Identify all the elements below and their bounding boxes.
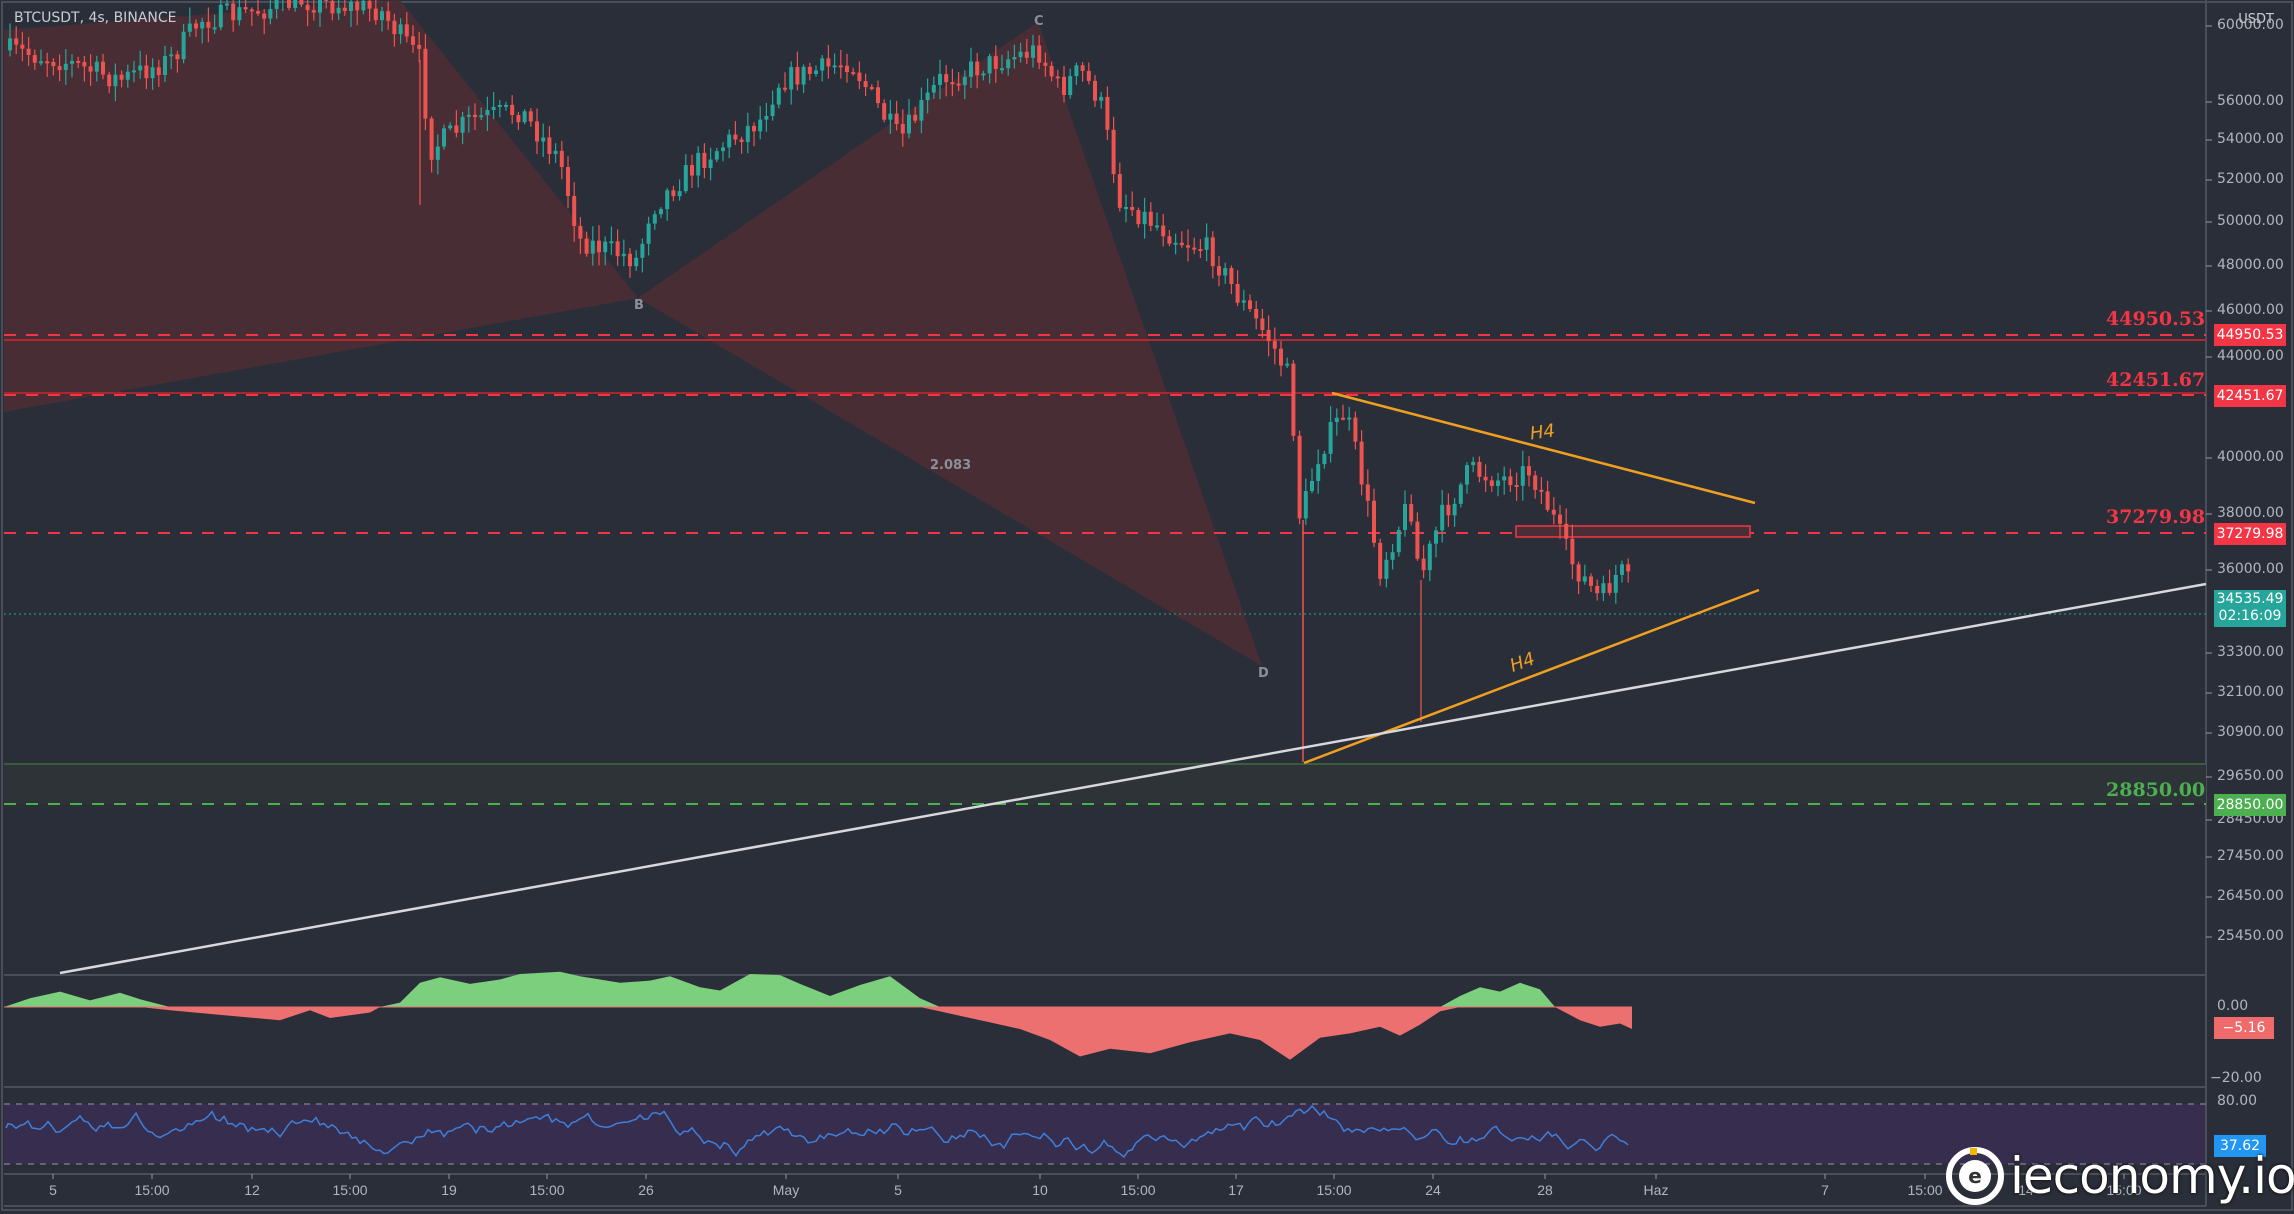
price-tick: 25450.00 [2217, 928, 2284, 944]
time-tick: 7 [1821, 1182, 1829, 1198]
pattern-ratio-label: 2.083 [930, 458, 972, 473]
pattern-point-c: C [1034, 14, 1044, 29]
symbol-title[interactable]: BTCUSDT, 4s, BINANCE [14, 10, 177, 26]
upper-trendline-label: H4 [1528, 420, 1557, 445]
rsi-upper-label: 80.00 [2217, 1093, 2258, 1109]
price-tick: 52000.00 [2217, 171, 2284, 187]
price-tick: 27450.00 [2217, 848, 2284, 864]
time-tick: 5 [49, 1182, 57, 1198]
price-tick: 44000.00 [2217, 348, 2284, 364]
price-tick: 56000.00 [2217, 93, 2284, 109]
pattern-point-b: B [634, 298, 644, 313]
ieconomy-logo-icon: e [1946, 1147, 2004, 1205]
watermark: e ieconomy.io [1944, 1146, 2294, 1206]
price-tick: 50000.00 [2217, 213, 2284, 229]
price-tick: 60000.00 [2217, 17, 2284, 33]
price-tick: 30900.00 [2217, 724, 2284, 740]
price-tick: 46000.00 [2217, 302, 2284, 318]
time-tick: May [772, 1182, 800, 1198]
osc-zero-label: 0.00 [2217, 998, 2249, 1014]
watermark-text: ieconomy.io [2010, 1147, 2294, 1205]
time-tick: 15:00 [529, 1182, 565, 1198]
bar-countdown: 02:16:09 [2218, 608, 2282, 624]
time-tick: 15:00 [2106, 1182, 2142, 1198]
price-tick: 40000.00 [2217, 449, 2284, 465]
level-label: 44950.53 [2106, 308, 2206, 330]
time-tick: 17 [1228, 1182, 1244, 1198]
svg-text:e: e [1968, 1164, 1982, 1188]
time-tick: 15:00 [134, 1182, 170, 1198]
currency-label: USDT [2238, 12, 2274, 27]
time-tick: 15:00 [1120, 1182, 1156, 1198]
time-tick: Haz [1643, 1182, 1669, 1198]
time-tick: 15:00 [332, 1182, 368, 1198]
osc-current-tag: −5.16 [2214, 1017, 2274, 1039]
time-tick: 5 [894, 1182, 902, 1198]
time-tick: 24 [1425, 1182, 1441, 1198]
time-tick: 14 [2018, 1182, 2034, 1198]
time-tick: 26 [638, 1182, 654, 1198]
price-tick: 32100.00 [2217, 684, 2284, 700]
current-price-tag: 34535.49 02:16:09 [2214, 590, 2286, 627]
time-tick: 10 [1032, 1182, 1048, 1198]
level-label: 37279.98 [2106, 506, 2206, 528]
time-tick: 19 [441, 1182, 457, 1198]
osc-min-label: −20.00 [2210, 1070, 2262, 1086]
current-price: 34535.49 [2216, 591, 2284, 607]
rsi-current-tag: 37.62 [2214, 1135, 2266, 1157]
price-tick: 54000.00 [2217, 131, 2284, 147]
level-price-tag: 42451.67 [2214, 385, 2286, 407]
price-tick: 33300.00 [2217, 644, 2284, 660]
level-label: 42451.67 [2106, 369, 2206, 391]
price-tick: 36000.00 [2217, 561, 2284, 577]
price-tick: 48000.00 [2217, 257, 2284, 273]
level-label: 28850.00 [2106, 779, 2206, 801]
level-price-tag: 44950.53 [2214, 324, 2286, 346]
price-tick: 26450.00 [2217, 888, 2284, 904]
level-price-tag: 37279.98 [2214, 523, 2286, 545]
level-price-tag: 28850.00 [2214, 794, 2286, 816]
time-tick: 28 [1537, 1182, 1553, 1198]
time-tick: 12 [244, 1182, 260, 1198]
pattern-point-d: D [1258, 666, 1269, 681]
price-tick: 38000.00 [2217, 505, 2284, 521]
price-tick: 29650.00 [2217, 768, 2284, 784]
time-tick: 15:00 [1907, 1182, 1943, 1198]
time-tick: 15:00 [1316, 1182, 1352, 1198]
